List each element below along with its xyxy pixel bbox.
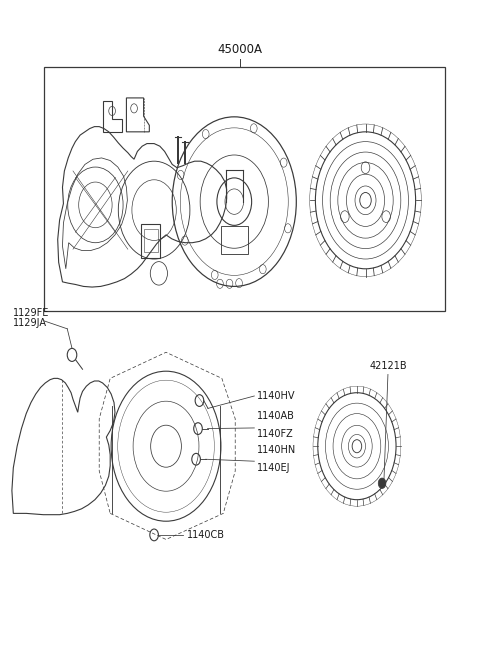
Bar bbox=[221, 227, 248, 253]
Text: 1140EJ: 1140EJ bbox=[257, 462, 290, 472]
Text: 1140CB: 1140CB bbox=[187, 530, 225, 540]
Text: 1140FZ: 1140FZ bbox=[257, 429, 293, 440]
Bar bbox=[144, 229, 158, 252]
Text: 1140HV: 1140HV bbox=[257, 391, 295, 401]
Bar bbox=[44, 67, 445, 311]
Text: 45000A: 45000A bbox=[217, 43, 263, 56]
Text: 42121B: 42121B bbox=[369, 361, 407, 371]
Text: 1140AB: 1140AB bbox=[257, 411, 295, 421]
Text: 1129JA: 1129JA bbox=[13, 318, 48, 328]
Bar bbox=[141, 224, 160, 257]
Circle shape bbox=[378, 478, 386, 489]
Text: 1129FE: 1129FE bbox=[13, 309, 50, 318]
Text: 1140HN: 1140HN bbox=[257, 445, 296, 455]
